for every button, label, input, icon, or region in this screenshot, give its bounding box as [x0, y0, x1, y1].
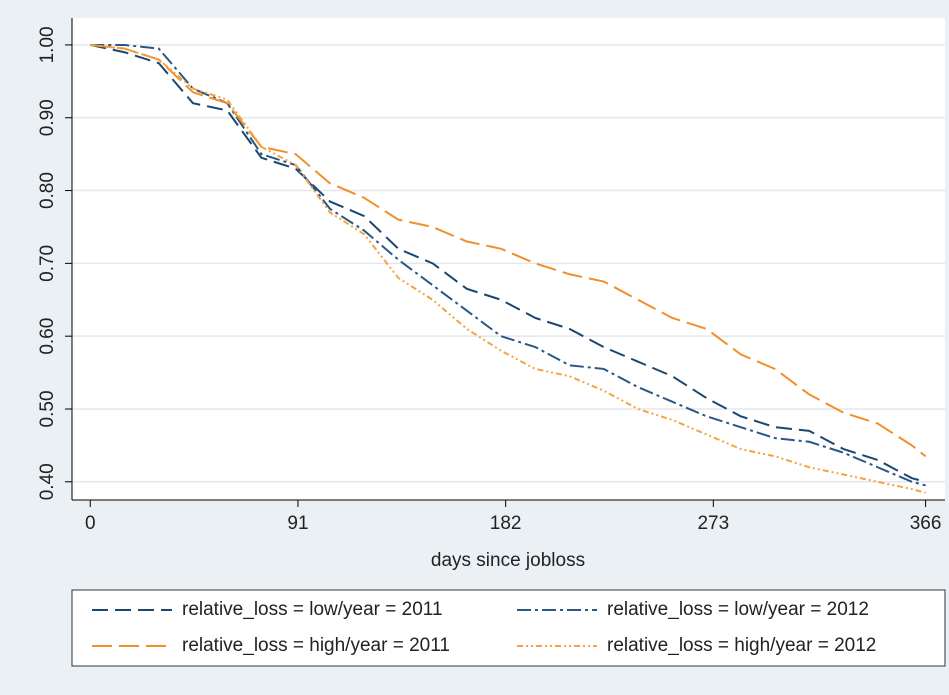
- x-tick-label: 366: [910, 513, 942, 534]
- y-tick-label: 0.90: [37, 99, 58, 136]
- legend-label: relative_loss = low/year = 2012: [607, 599, 869, 620]
- plot-area: [72, 18, 945, 500]
- legend-label: relative_loss = high/year = 2011: [182, 635, 450, 656]
- y-tick-label: 0.40: [37, 463, 58, 500]
- x-tick-label: 0: [85, 513, 96, 534]
- legend: [71, 589, 946, 667]
- x-axis-title: days since jobloss: [431, 550, 585, 571]
- x-tick-label: 182: [490, 513, 522, 534]
- x-tick-label: 91: [287, 513, 308, 534]
- y-tick-label: 0.60: [37, 318, 58, 355]
- y-tick-label: 0.80: [37, 172, 58, 209]
- series-line: [90, 43, 926, 483]
- legend-label: relative_loss = low/year = 2011: [182, 599, 443, 620]
- y-tick-label: 0.70: [37, 245, 58, 282]
- y-tick-label: 1.00: [37, 26, 58, 63]
- legend-label: relative_loss = high/year = 2012: [607, 635, 876, 656]
- y-tick-label: 0.50: [37, 390, 58, 427]
- x-tick-label: 273: [697, 513, 729, 534]
- series-line: [90, 43, 927, 458]
